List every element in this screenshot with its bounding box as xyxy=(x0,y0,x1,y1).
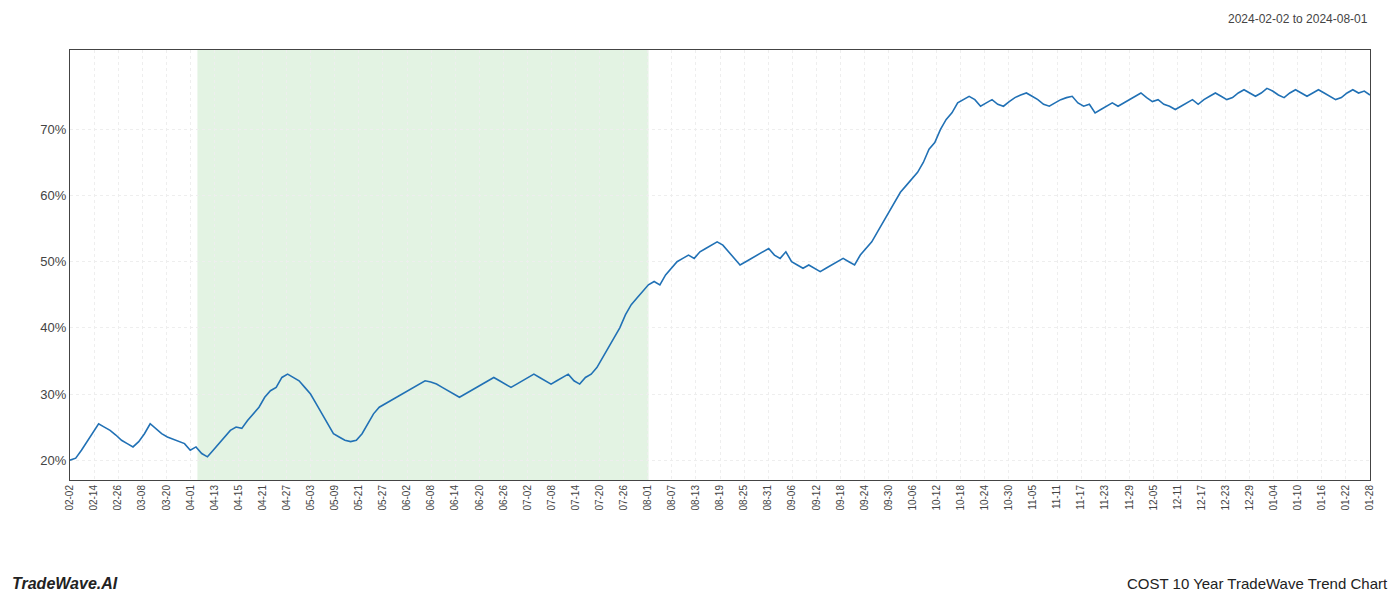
svg-text:10-30: 10-30 xyxy=(1003,485,1014,511)
svg-text:01-10: 01-10 xyxy=(1292,485,1303,511)
svg-text:09-30: 09-30 xyxy=(883,485,894,511)
svg-text:09-18: 09-18 xyxy=(835,485,846,511)
svg-text:02-14: 02-14 xyxy=(88,485,99,511)
svg-text:2024-02-02 to 2024-08-01: 2024-02-02 to 2024-08-01 xyxy=(1228,12,1368,26)
svg-text:12-23: 12-23 xyxy=(1220,485,1231,511)
svg-text:05-03: 05-03 xyxy=(305,485,316,511)
svg-text:06-26: 06-26 xyxy=(498,485,509,511)
svg-text:04-21: 04-21 xyxy=(257,485,268,511)
svg-text:30%: 30% xyxy=(40,387,66,402)
svg-text:40%: 40% xyxy=(40,320,66,335)
svg-text:03-08: 03-08 xyxy=(136,485,147,511)
svg-text:70%: 70% xyxy=(40,122,66,137)
svg-text:10-06: 10-06 xyxy=(907,485,918,511)
svg-text:01-16: 01-16 xyxy=(1316,485,1327,511)
svg-text:04-15: 04-15 xyxy=(233,485,244,511)
svg-text:09-24: 09-24 xyxy=(859,485,870,511)
svg-text:50%: 50% xyxy=(40,254,66,269)
svg-text:11-17: 11-17 xyxy=(1075,485,1086,510)
svg-text:07-14: 07-14 xyxy=(570,485,581,511)
svg-text:TradeWave.AI: TradeWave.AI xyxy=(12,575,118,592)
svg-text:06-20: 06-20 xyxy=(474,485,485,511)
svg-text:10-18: 10-18 xyxy=(955,485,966,511)
svg-text:12-17: 12-17 xyxy=(1196,485,1207,511)
svg-text:05-21: 05-21 xyxy=(353,485,364,511)
svg-text:11-11: 11-11 xyxy=(1051,485,1062,510)
svg-text:11-23: 11-23 xyxy=(1099,485,1110,510)
svg-text:11-29: 11-29 xyxy=(1124,485,1135,510)
svg-text:01-04: 01-04 xyxy=(1268,485,1279,511)
svg-text:06-08: 06-08 xyxy=(425,485,436,511)
svg-text:10-24: 10-24 xyxy=(979,485,990,511)
svg-text:07-20: 07-20 xyxy=(594,485,605,511)
svg-text:01-28: 01-28 xyxy=(1364,485,1375,511)
svg-text:12-05: 12-05 xyxy=(1148,485,1159,511)
svg-text:04-13: 04-13 xyxy=(209,485,220,511)
svg-text:05-09: 05-09 xyxy=(329,485,340,511)
svg-text:06-02: 06-02 xyxy=(401,485,412,511)
svg-text:08-31: 08-31 xyxy=(762,485,773,511)
svg-text:07-26: 07-26 xyxy=(618,485,629,511)
svg-text:20%: 20% xyxy=(40,453,66,468)
svg-text:06-14: 06-14 xyxy=(449,485,460,511)
svg-text:12-29: 12-29 xyxy=(1244,485,1255,511)
svg-text:01-22: 01-22 xyxy=(1340,485,1351,511)
svg-text:09-06: 09-06 xyxy=(786,485,797,511)
svg-text:08-01: 08-01 xyxy=(642,485,653,511)
svg-text:07-02: 07-02 xyxy=(522,485,533,511)
svg-text:02-26: 02-26 xyxy=(112,485,123,511)
svg-text:08-13: 08-13 xyxy=(690,485,701,511)
svg-text:COST 10 Year TradeWave Trend C: COST 10 Year TradeWave Trend Chart xyxy=(1127,575,1388,592)
svg-text:11-05: 11-05 xyxy=(1027,485,1038,510)
svg-text:07-08: 07-08 xyxy=(546,485,557,511)
svg-text:08-07: 08-07 xyxy=(666,485,677,511)
svg-text:10-12: 10-12 xyxy=(931,485,942,511)
svg-text:04-01: 04-01 xyxy=(185,485,196,511)
svg-text:03-20: 03-20 xyxy=(161,485,172,511)
svg-text:60%: 60% xyxy=(40,188,66,203)
svg-text:05-27: 05-27 xyxy=(377,485,388,511)
svg-text:09-12: 09-12 xyxy=(811,485,822,511)
svg-text:02-02: 02-02 xyxy=(64,485,75,511)
svg-text:08-25: 08-25 xyxy=(738,485,749,511)
svg-text:12-11: 12-11 xyxy=(1172,485,1183,510)
svg-text:04-27: 04-27 xyxy=(281,485,292,511)
svg-text:08-19: 08-19 xyxy=(714,485,725,511)
